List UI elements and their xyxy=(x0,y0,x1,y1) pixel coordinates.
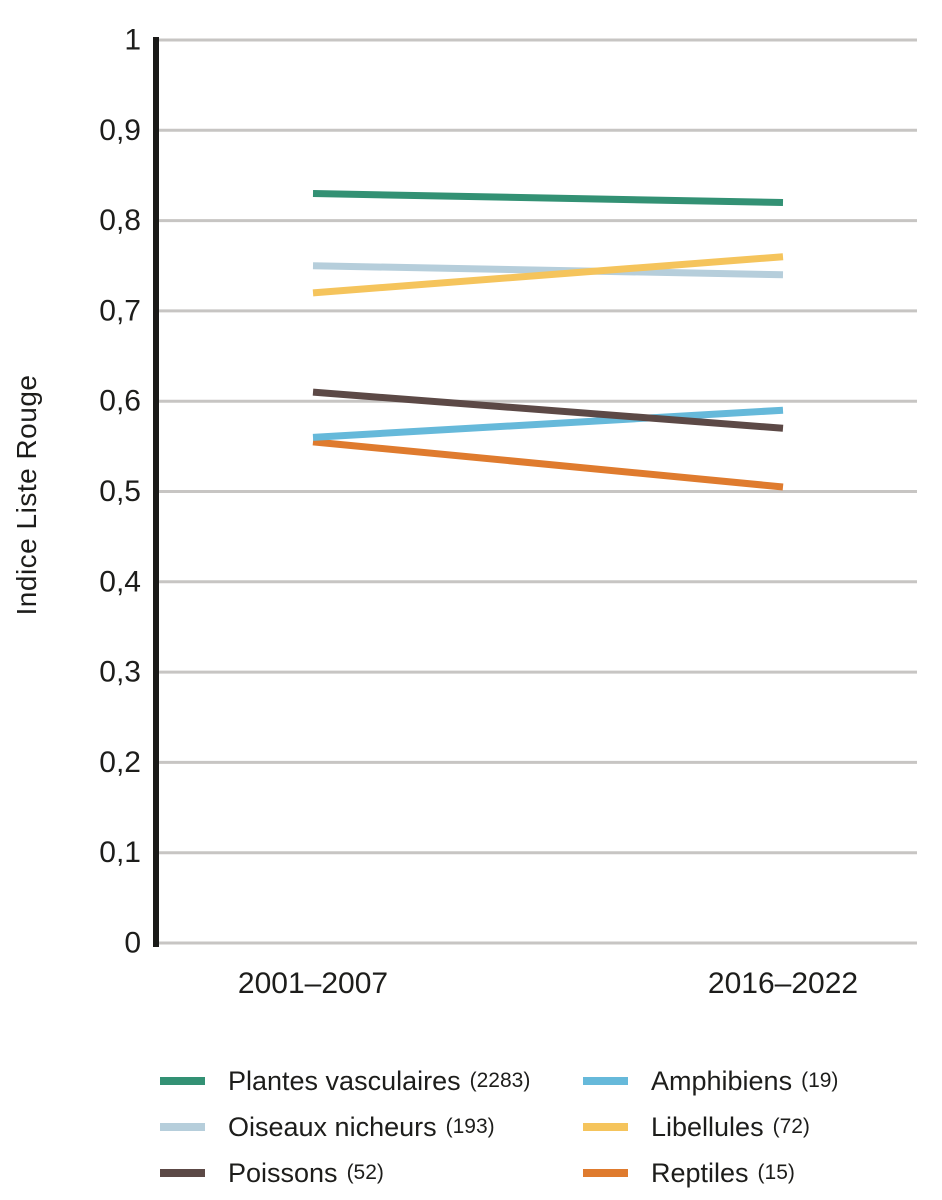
legend-count: (52) xyxy=(346,1161,384,1184)
y-tick-label: 0,2 xyxy=(99,746,141,779)
legend-swatch-reptiles xyxy=(583,1169,628,1177)
legend-item-poissons: Poissons (52) xyxy=(160,1158,530,1188)
legend-label: Plantes vasculaires xyxy=(228,1065,461,1096)
legend-count: (193) xyxy=(445,1115,495,1138)
y-tick-label: 1 xyxy=(124,24,141,57)
legend-column-right: Amphibiens (19) Libellules (72) Reptiles… xyxy=(583,1066,838,1188)
y-tick-label: 0,6 xyxy=(99,385,141,418)
legend-swatch-libellules xyxy=(583,1123,628,1131)
series-line-libellules xyxy=(312,253,784,297)
legend-item-reptiles: Reptiles (15) xyxy=(583,1158,838,1188)
legend-label: Amphibiens xyxy=(651,1065,793,1096)
y-tick-label: 0,8 xyxy=(99,204,141,237)
legend-column-left: Plantes vasculaires (2283) Oiseaux niche… xyxy=(160,1066,530,1188)
y-tick-label: 0,9 xyxy=(99,114,141,147)
legend-swatch-oiseaux-nicheurs xyxy=(160,1123,205,1131)
plot-area: 1 0,9 0,8 0,7 0,6 0,5 0,4 0,3 0,2 0,1 0 xyxy=(99,24,917,960)
legend-count: (72) xyxy=(772,1115,810,1138)
legend-count: (19) xyxy=(801,1069,839,1092)
y-tick-label: 0,5 xyxy=(99,475,141,508)
legend-item-libellules: Libellules (72) xyxy=(583,1112,838,1142)
legend-label: Reptiles xyxy=(651,1157,749,1188)
y-tick-label: 0,4 xyxy=(99,565,141,598)
x-tick-label-2016-2022: 2016–2022 xyxy=(707,967,859,1000)
legend-swatch-amphibiens xyxy=(583,1077,628,1085)
y-tick-label: 0,7 xyxy=(99,294,141,327)
legend-item-plantes-vasculaires: Plantes vasculaires (2283) xyxy=(160,1066,530,1096)
series-line-reptiles xyxy=(312,438,784,491)
y-tick-label: 0 xyxy=(124,927,141,960)
legend-label: Oiseaux nicheurs xyxy=(228,1111,437,1142)
legend-item-oiseaux-nicheurs: Oiseaux nicheurs (193) xyxy=(160,1112,530,1142)
x-tick-label-2001-2007: 2001–2007 xyxy=(237,967,389,1000)
series-line-plantes-vasculaires xyxy=(312,190,784,207)
y-tick-label: 0,3 xyxy=(99,656,141,689)
legend-item-amphibiens: Amphibiens (19) xyxy=(583,1066,838,1096)
legend-swatch-poissons xyxy=(160,1169,205,1177)
legend-label: Poissons xyxy=(228,1157,338,1188)
y-tick-label: 0,1 xyxy=(99,836,141,869)
legend-swatch-plantes-vasculaires xyxy=(160,1077,205,1085)
legend-count: (15) xyxy=(757,1161,795,1184)
legend-count: (2283) xyxy=(469,1069,531,1092)
series-line-amphibiens xyxy=(312,406,784,441)
legend-label: Libellules xyxy=(651,1111,764,1142)
series-line-oiseaux-nicheurs xyxy=(312,262,784,279)
series-line-poissons xyxy=(312,388,784,432)
